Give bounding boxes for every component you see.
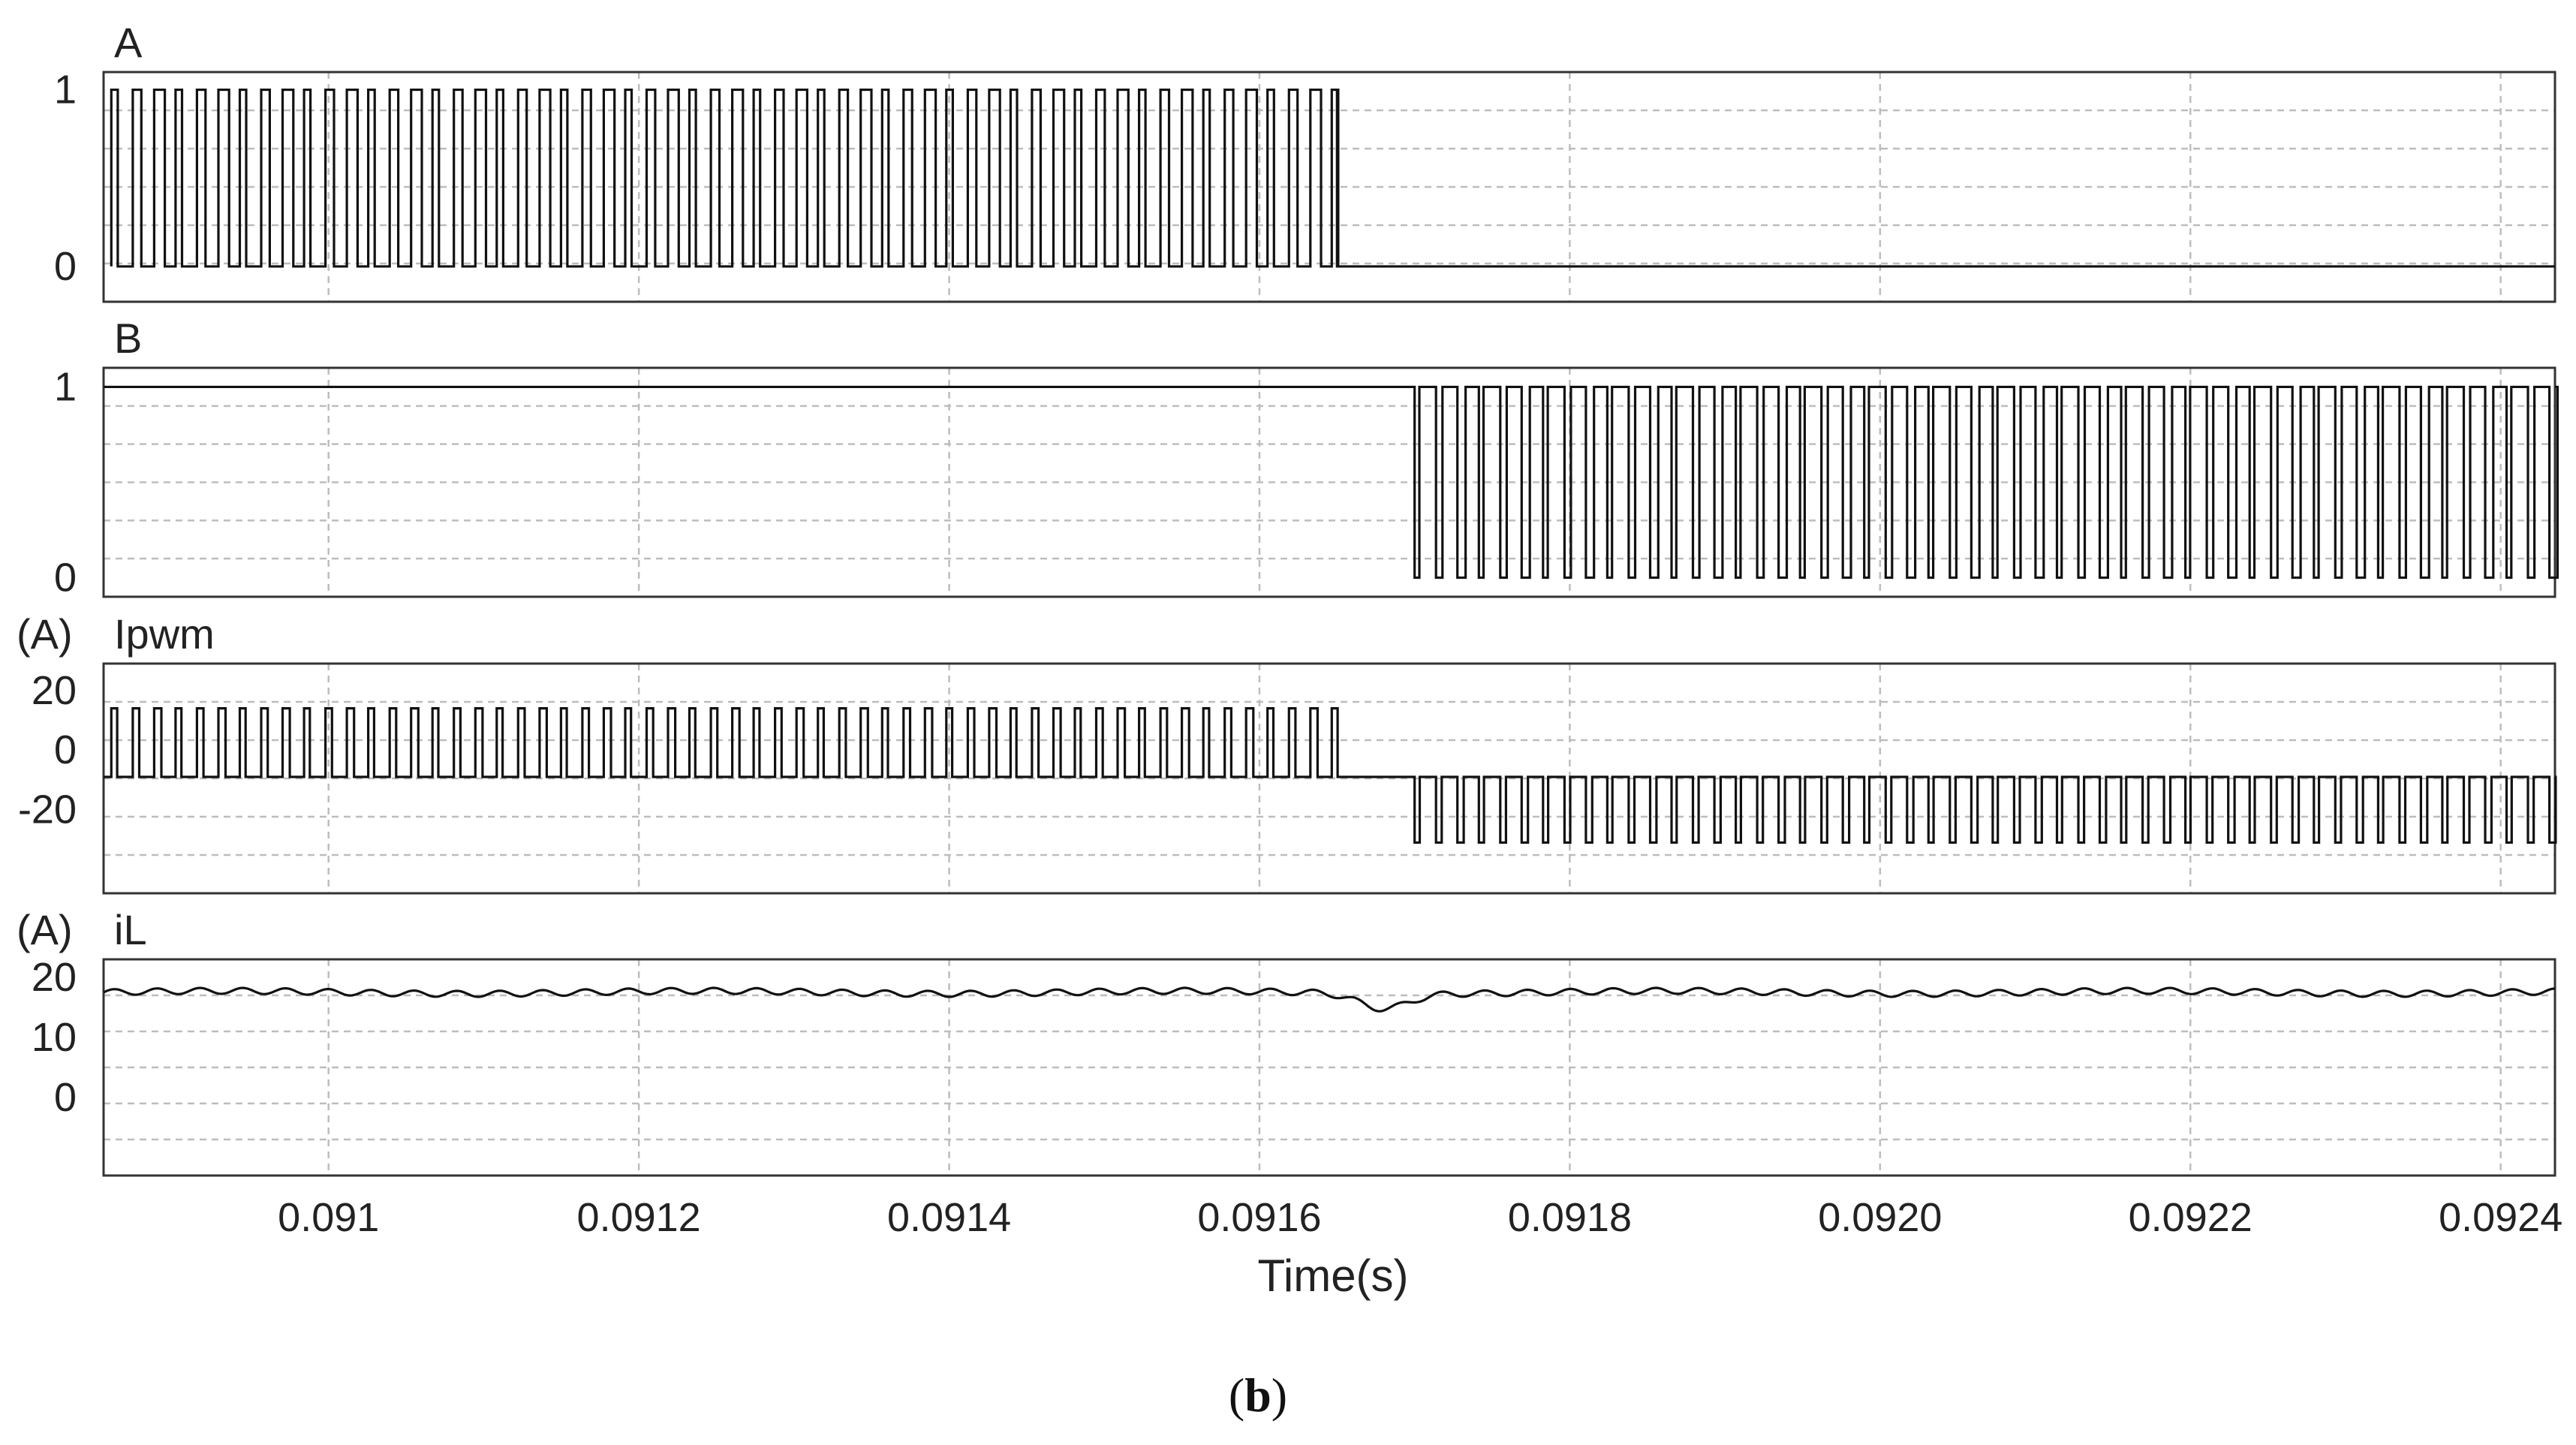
panel-a: 1 0 A bbox=[54, 19, 2556, 303]
x-tick-label: 0.0912 bbox=[577, 1195, 701, 1240]
y-tick-label: 0 bbox=[54, 727, 77, 772]
plot-frame bbox=[102, 71, 2556, 303]
y-tick-label: 1 bbox=[54, 68, 77, 113]
trace-a bbox=[110, 88, 2555, 268]
x-tick-label: 0.0924 bbox=[2439, 1195, 2562, 1240]
panel-il: 20 10 0 iL (A) bbox=[17, 906, 2556, 1177]
unit-label: (A) bbox=[17, 906, 73, 953]
caption-open: ( bbox=[1229, 1368, 1244, 1422]
x-tick-label: 0.0918 bbox=[1508, 1195, 1632, 1240]
panel-name: A bbox=[114, 19, 143, 66]
x-tick-label: 0.0922 bbox=[2129, 1195, 2252, 1240]
x-tick-label: 0.0920 bbox=[1818, 1195, 1942, 1240]
x-tick-label: 0.0916 bbox=[1197, 1195, 1321, 1240]
caption-letter: b bbox=[1244, 1368, 1271, 1422]
x-tick-label: 0.091 bbox=[278, 1195, 379, 1240]
y-tick-label: -20 bbox=[18, 787, 77, 832]
panel-name: Ipwm bbox=[114, 610, 215, 658]
y-tick-label: 0 bbox=[54, 1075, 77, 1120]
figure-caption: (b) bbox=[1229, 1368, 1287, 1422]
plot-frame bbox=[102, 958, 2556, 1177]
trace-b bbox=[104, 385, 2559, 580]
panel-name: iL bbox=[114, 906, 147, 953]
panel-name: B bbox=[114, 315, 142, 362]
y-tick-label: 20 bbox=[32, 955, 77, 1000]
y-tick-label: 10 bbox=[32, 1015, 77, 1060]
unit-label: (A) bbox=[17, 610, 73, 658]
x-axis-title: Time(s) bbox=[1257, 1251, 1408, 1301]
panel-ipwm: 20 0 -20 Ipwm (A) bbox=[17, 610, 2557, 895]
x-tick-label: 0.0914 bbox=[887, 1195, 1011, 1240]
plot-frame bbox=[102, 366, 2556, 598]
caption-close: ) bbox=[1271, 1368, 1287, 1422]
trace-il bbox=[103, 986, 2556, 1013]
trace-ipwm bbox=[104, 707, 2557, 844]
x-axis: 0.091 0.0912 0.0914 0.0916 0.0918 0.0920 0.092… bbox=[278, 1195, 2562, 1240]
y-tick-label: 20 bbox=[32, 668, 77, 713]
y-tick-label: 0 bbox=[54, 555, 77, 601]
panel-b: 1 0 B bbox=[54, 315, 2559, 601]
y-tick-label: 1 bbox=[54, 364, 77, 409]
y-tick-label: 0 bbox=[54, 244, 77, 289]
